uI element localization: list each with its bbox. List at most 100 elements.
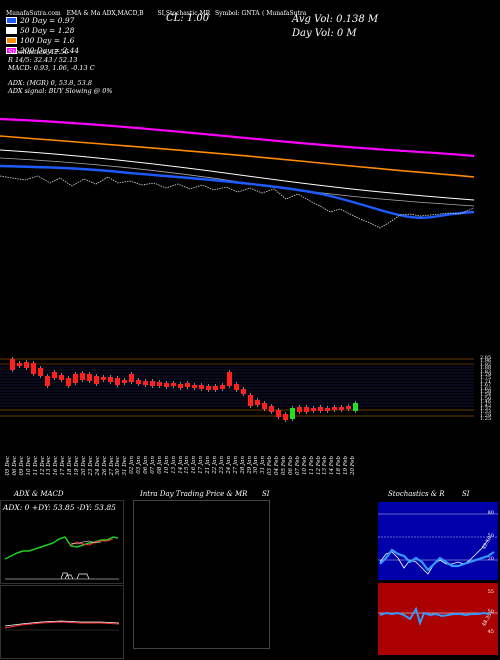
date-axis-label: 15 Jan <box>184 456 191 474</box>
price-axis-label: 1.88 <box>480 365 492 372</box>
price-axis-label: 1.50 <box>480 395 492 402</box>
legend-ema50: 50 Day = 1.28 <box>6 26 79 35</box>
date-axis-label: 30 Jan <box>253 456 260 474</box>
candlestick <box>24 362 29 368</box>
candlestick <box>157 382 162 386</box>
date-axis-label: 13 Feb <box>322 456 329 476</box>
adx-histogram <box>60 572 90 580</box>
date-axis-label: 16 Dec <box>53 456 60 476</box>
header-crumb-ema: EMA & Ma <box>66 10 101 17</box>
date-axis-label: 06 Dec <box>11 456 18 476</box>
date-axis-label: 13 Dec <box>46 456 53 476</box>
price-axis-label: 1.29 <box>480 412 492 419</box>
price-grid <box>0 358 474 417</box>
date-axis-label: 13 Jan <box>170 456 177 474</box>
candlestick <box>66 378 71 386</box>
stochastics-chart <box>378 513 498 575</box>
ema200-line <box>0 117 475 158</box>
date-axis-label: 04 Feb <box>274 456 281 476</box>
candlestick <box>185 383 190 387</box>
intraday-panel <box>133 500 270 649</box>
adx-chart <box>4 536 119 580</box>
date-axis-label: 14 Feb <box>329 456 336 476</box>
main-price-chart <box>0 117 475 422</box>
header-crumb-adx: ADX,MACD,B <box>102 10 144 17</box>
candlestick <box>17 363 22 366</box>
candlestick <box>108 377 113 382</box>
date-axis-label: 27 Jan <box>232 456 239 474</box>
macd-panel <box>0 585 124 659</box>
date-axis-label: 14 Jan <box>177 456 184 474</box>
price-dotted-line <box>0 175 475 229</box>
candlestick <box>269 406 274 412</box>
stochastics-readout: Stochastics: 42.56 <box>8 48 69 56</box>
price-axis-label: 1.54 <box>480 392 492 399</box>
date-axis-label: 31 Jan <box>260 456 267 474</box>
price-axis-label: 1.46 <box>480 399 492 406</box>
adx-readout: ADX: (MGR) 0, 53.8, 53.8 <box>8 79 93 87</box>
candlestick <box>346 406 351 409</box>
date-axis-label: 12 Feb <box>315 456 322 476</box>
date-axis-label: 31 Dec <box>122 456 129 476</box>
date-axis-label: 22 Jan <box>212 456 218 474</box>
date-axis-label: 05 Dec <box>5 456 11 476</box>
minus-di-line <box>70 538 114 546</box>
date-axis-label: 12 Dec <box>39 456 46 476</box>
date-axis-label: 07 Feb <box>294 456 301 476</box>
rsi-line <box>379 606 491 627</box>
date-axis-label: 20 Feb <box>350 456 356 476</box>
adx-panel: ADX: 0 +DY: 53.85 -DY: 53.85 <box>0 500 124 584</box>
candlestick <box>304 407 309 412</box>
date-axis-label: 16 Jan <box>191 456 198 474</box>
price-axis-label: 1.25 <box>480 416 492 423</box>
candlestick <box>255 400 260 405</box>
header-symbol: Symbol: GNTA <box>215 10 260 17</box>
candlestick <box>241 389 246 394</box>
candlestick <box>73 374 78 383</box>
plus-di-line <box>70 540 102 545</box>
candlestick <box>52 372 57 378</box>
candlestick <box>80 373 85 380</box>
price-axis-label: 1.92 <box>480 361 492 368</box>
price-axis-label: 1.62 <box>480 385 492 392</box>
stoch-k-line <box>379 539 489 575</box>
ema100-line <box>0 135 475 178</box>
candlestick <box>213 386 218 390</box>
rsi-level-50: 50 <box>487 609 494 615</box>
ema50-line <box>0 149 475 201</box>
adx-values: ADX: 0 +DY: 53.85 -DY: 53.85 <box>3 503 116 512</box>
macd-line <box>4 620 120 627</box>
candlestick <box>318 407 323 411</box>
stoch-level-80: 80 <box>487 510 494 516</box>
date-axis-label: 11 Feb <box>308 456 315 476</box>
candlestick <box>262 403 267 409</box>
stoch-d-line <box>379 548 495 572</box>
price-axis-label: 1.67 <box>480 382 492 389</box>
date-axis-label: 11 Dec <box>32 456 39 476</box>
candlestick <box>178 384 183 388</box>
date-axis-label: 06 Feb <box>287 456 294 476</box>
date-axis-label: 17 Jan <box>198 456 205 474</box>
header-source-2: ( MunafaSutra <box>262 10 307 17</box>
date-axis-label: 03 Jan <box>136 456 143 474</box>
candlestick <box>101 377 106 380</box>
candlestick <box>227 372 232 386</box>
price-axis-label: 1.96 <box>480 358 492 365</box>
price-axis-label: 2.85 <box>480 355 492 361</box>
date-axis-label: 23 Jan <box>218 456 225 474</box>
legend-ema100: 100 Day = 1.6 <box>6 36 79 45</box>
rsi-chart <box>378 606 498 627</box>
candlestick <box>283 414 288 420</box>
candlestick <box>129 374 134 382</box>
adx-signal-readout: ADX signal: BUY Slowing @ 0% <box>8 87 113 95</box>
header-line: MunafaSutra.com EMA & Ma ADX,MACD,B SI,S… <box>6 10 210 17</box>
day-volume: Day Vol: 0 M <box>292 28 357 39</box>
date-axis-label: 29 Jan <box>246 456 253 474</box>
date-axis-label: 02 Jan <box>129 456 136 474</box>
intra-panel-si: SI <box>262 490 270 498</box>
candlestick <box>220 385 225 389</box>
price-axis-label: 1.37 <box>480 406 492 412</box>
candlestick <box>339 407 344 410</box>
rsi-level-55: 55 <box>487 589 494 595</box>
header-crumb-si: SI,Stochastic,MR <box>157 10 211 17</box>
